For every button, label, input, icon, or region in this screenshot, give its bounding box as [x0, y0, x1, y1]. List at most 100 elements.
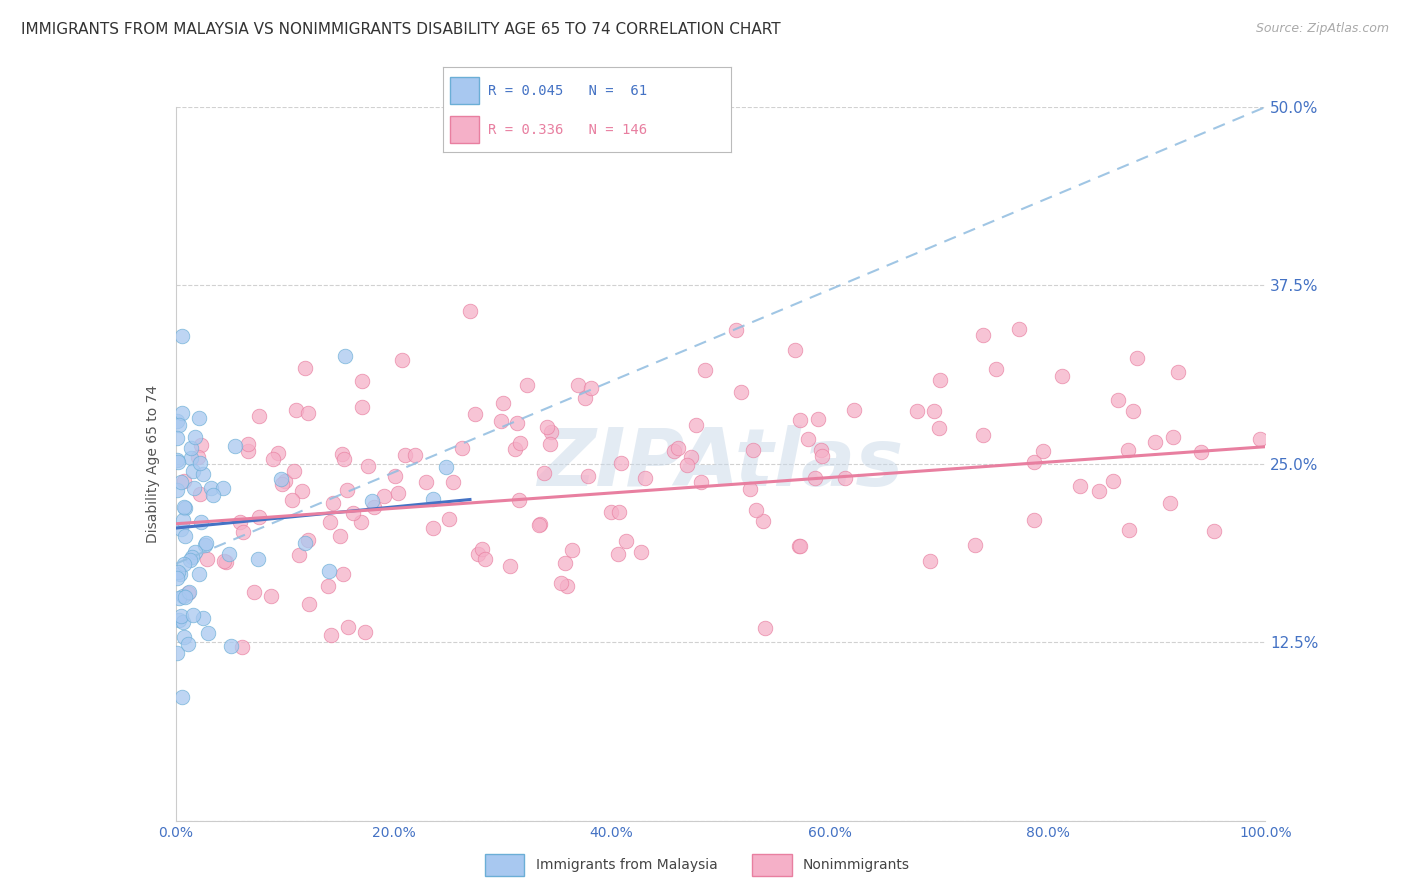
Point — [1069, 479, 1091, 493]
Point — [1118, 524, 1140, 538]
Point — [335, 349, 357, 363]
Point — [1144, 435, 1167, 450]
Point — [676, 458, 699, 473]
Point — [180, 451, 202, 466]
Point — [460, 304, 482, 318]
Point — [219, 639, 242, 653]
Point — [180, 442, 202, 456]
Point — [247, 552, 270, 566]
Point — [394, 448, 416, 462]
Point — [404, 448, 426, 462]
Point — [690, 475, 713, 489]
Point — [215, 555, 238, 569]
Point — [174, 501, 197, 516]
Point — [318, 579, 340, 593]
Point — [187, 450, 209, 465]
Point — [614, 534, 637, 549]
Point — [1032, 444, 1054, 458]
Point — [181, 464, 204, 478]
Point — [195, 552, 218, 566]
Point — [834, 471, 856, 485]
Point — [527, 517, 550, 532]
Point — [754, 621, 776, 635]
Point — [693, 362, 716, 376]
Point — [283, 464, 305, 478]
Point — [318, 564, 340, 578]
Point — [169, 417, 191, 432]
Point — [1167, 365, 1189, 379]
Point — [905, 404, 928, 418]
Point — [1122, 404, 1144, 418]
Point — [516, 377, 538, 392]
Point — [330, 447, 353, 461]
Point — [231, 640, 253, 655]
Point — [811, 449, 834, 463]
Point — [224, 438, 246, 452]
Point — [350, 515, 373, 529]
Point — [236, 437, 259, 451]
Point — [567, 378, 589, 392]
Text: ZIPAtlas: ZIPAtlas — [537, 425, 904, 503]
Point — [437, 512, 460, 526]
Point — [492, 395, 515, 409]
Point — [167, 455, 190, 469]
Point — [319, 515, 342, 529]
Point — [540, 425, 562, 440]
Point — [391, 353, 413, 368]
Point — [607, 547, 630, 561]
Point — [1126, 351, 1149, 365]
Point — [1161, 430, 1184, 444]
Point — [353, 625, 375, 640]
Point — [176, 586, 198, 600]
Point — [179, 553, 201, 567]
Point — [187, 566, 209, 581]
Point — [232, 525, 254, 540]
Point — [918, 554, 941, 568]
Point — [972, 428, 994, 442]
Text: Immigrants from Malaysia: Immigrants from Malaysia — [536, 858, 717, 871]
Point — [270, 472, 292, 486]
Point — [218, 547, 240, 561]
Point — [321, 628, 343, 642]
Point — [173, 558, 195, 572]
Point — [787, 539, 810, 553]
Point — [243, 584, 266, 599]
Point — [972, 327, 994, 342]
Point — [173, 475, 195, 489]
Point — [797, 432, 820, 446]
Point — [194, 538, 217, 552]
Point — [249, 509, 271, 524]
Point — [1107, 392, 1129, 407]
Point — [789, 412, 811, 426]
Point — [190, 515, 212, 529]
Point — [810, 443, 832, 458]
Point — [373, 489, 395, 503]
Point — [177, 637, 200, 651]
Point — [384, 468, 406, 483]
Point — [172, 329, 194, 343]
Point — [183, 481, 205, 495]
Point — [1116, 442, 1139, 457]
Point — [509, 435, 531, 450]
Point — [499, 559, 522, 574]
Point — [730, 385, 752, 400]
Point — [170, 523, 193, 537]
Point — [1191, 445, 1213, 459]
Point — [752, 514, 775, 528]
Point — [336, 483, 359, 497]
Point — [200, 481, 222, 495]
Point — [1249, 432, 1271, 446]
Point — [172, 690, 194, 704]
Point — [1024, 512, 1046, 526]
Point — [450, 441, 472, 455]
Point — [297, 406, 319, 420]
Point — [262, 452, 284, 467]
Point — [1088, 483, 1111, 498]
Point — [197, 625, 219, 640]
Point — [561, 543, 583, 558]
Point — [212, 554, 235, 568]
Point — [508, 492, 530, 507]
Point — [202, 488, 225, 502]
Point — [271, 476, 294, 491]
Point — [600, 505, 623, 519]
